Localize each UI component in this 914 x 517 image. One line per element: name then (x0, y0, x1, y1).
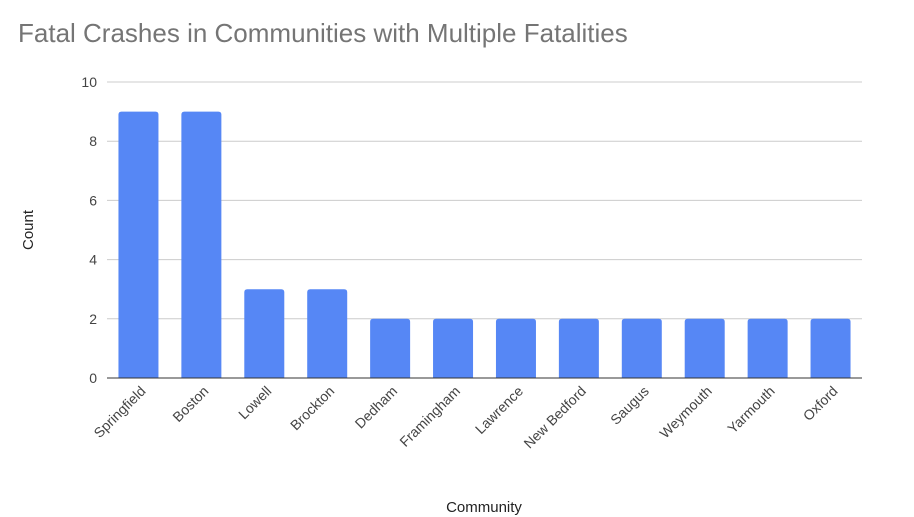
x-tick-label: Lowell (235, 383, 274, 422)
bar-yarmouth (747, 318, 788, 378)
x-tick-label: Oxford (800, 383, 841, 424)
bar-brockton (307, 289, 348, 378)
bar-boston (181, 111, 222, 378)
bar-weymouth (684, 318, 725, 378)
bar-framingham (433, 318, 474, 378)
y-tick-label: 2 (89, 311, 97, 327)
x-tick-label: New Bedford (520, 383, 589, 452)
x-tick-label: Framingham (396, 383, 463, 450)
gridlines (107, 81, 862, 320)
bars (118, 111, 851, 378)
x-tick-label: Lawrence (472, 383, 526, 437)
bar-springfield (118, 111, 159, 378)
bar-saugus (621, 318, 662, 378)
bar-dedham (370, 318, 411, 378)
bar-oxford (810, 318, 851, 378)
bar-lowell (244, 289, 285, 378)
y-axis-label: Count (20, 209, 37, 250)
x-tick-label: Saugus (607, 383, 652, 428)
y-tick-labels: 0 2 4 6 8 10 (81, 74, 97, 386)
x-tick-label: Dedham (352, 383, 401, 432)
x-tick-label: Boston (169, 383, 211, 425)
x-tick-labels: Springfield Boston Lowell Brockton DedhamFra… (90, 383, 840, 452)
bar-new-bedford (558, 318, 599, 378)
bar-lawrence (495, 318, 536, 378)
y-tick-label: 6 (89, 192, 97, 208)
y-tick-label: 10 (81, 74, 97, 90)
y-tick-label: 0 (89, 370, 97, 386)
y-tick-label: 8 (89, 133, 97, 149)
chart-title: Fatal Crashes in Communities with Multip… (18, 18, 628, 48)
x-tick-label: Weymouth (656, 383, 714, 441)
x-tick-label: Springfield (90, 383, 148, 441)
x-tick-label: Brockton (287, 383, 337, 433)
x-tick-label: Yarmouth (724, 383, 778, 437)
y-tick-label: 4 (89, 252, 97, 268)
x-axis-label: Community (446, 499, 522, 516)
